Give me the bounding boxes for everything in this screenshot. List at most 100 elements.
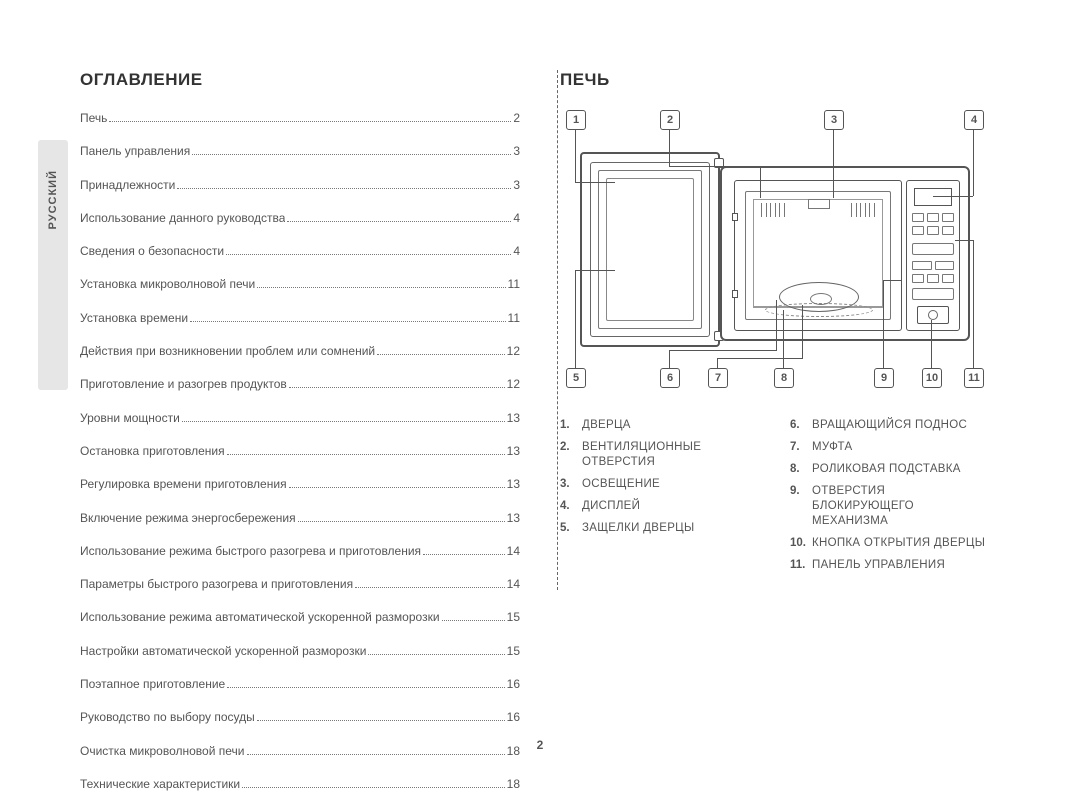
callout-10: 10 (922, 368, 942, 388)
legend-item-text: ВЕНТИЛЯЦИОННЫЕ ОТВЕРСТИЯ (582, 440, 760, 470)
toc-item: Регулировка времени приготовления13 (80, 476, 520, 493)
legend-item-text: ЗАЩЕЛКИ ДВЕРЦЫ (582, 521, 694, 536)
legend-col-right: 6.ВРАЩАЮЩИЙСЯ ПОДНОС 7.МУФТА 8.РОЛИКОВАЯ П… (790, 418, 990, 580)
legend-item-number: 8. (790, 462, 812, 477)
legend-item-number: 4. (560, 499, 582, 514)
toc-item-title: Руководство по выбору посуды (80, 709, 255, 726)
toc-leader-dots (192, 154, 511, 155)
legend-item-number: 10. (790, 536, 812, 551)
legend-item-number: 3. (560, 477, 582, 492)
toc-item-page: 2 (513, 110, 520, 127)
toc-item-page: 13 (507, 476, 520, 493)
legend-item: 6.ВРАЩАЮЩИЙСЯ ПОДНОС (790, 418, 990, 433)
legend-item-text: ДВЕРЦА (582, 418, 631, 433)
legend-item: 8.РОЛИКОВАЯ ПОДСТАВКА (790, 462, 990, 477)
toc-item: Остановка приготовления13 (80, 443, 520, 460)
toc-item-page: 14 (507, 543, 520, 560)
toc-leader-dots (289, 487, 505, 488)
toc-item-title: Использование режима быстрого разогрева … (80, 543, 421, 560)
callout-3: 3 (824, 110, 844, 130)
toc-item-title: Уровни мощности (80, 410, 180, 427)
toc-item: Печь 2 (80, 110, 520, 127)
toc-leader-dots (257, 720, 505, 721)
toc-item-title: Использование данного руководства (80, 210, 285, 227)
toc-leader-dots (227, 687, 504, 688)
legend-item-number: 6. (790, 418, 812, 433)
toc-leader-dots (182, 421, 505, 422)
column-divider (557, 70, 558, 590)
callout-5: 5 (566, 368, 586, 388)
legend-col-left: 1.ДВЕРЦА2.ВЕНТИЛЯЦИОННЫЕ ОТВЕРСТИЯ3.ОСВЕ… (560, 418, 760, 580)
toc-item-page: 12 (507, 343, 520, 360)
callout-7: 7 (708, 368, 728, 388)
legend-item-number: 1. (560, 418, 582, 433)
legend-item: 3.ОСВЕЩЕНИЕ (560, 477, 760, 492)
toc-item-title: Приготовление и разогрев продуктов (80, 376, 287, 393)
toc-item-title: Настройки автоматической ускоренной разм… (80, 643, 366, 660)
toc-item: Поэтапное приготовление 16 (80, 676, 520, 693)
toc-item: Уровни мощности13 (80, 410, 520, 427)
toc-item-title: Технические характеристики (80, 776, 240, 793)
toc-item-title: Установка микроволновой печи (80, 276, 255, 293)
toc-leader-dots (298, 521, 505, 522)
legend-item-text: ПАНЕЛЬ УПРАВЛЕНИЯ (812, 558, 945, 573)
toc-leader-dots (242, 787, 505, 788)
toc-item-page: 3 (513, 143, 520, 160)
toc-item-page: 18 (507, 776, 520, 793)
toc-item-page: 13 (507, 443, 520, 460)
toc-item: Использование режима быстрого разогрева … (80, 543, 520, 560)
legend-item: 2.ВЕНТИЛЯЦИОННЫЕ ОТВЕРСТИЯ (560, 440, 760, 470)
toc-leader-dots (177, 188, 511, 189)
toc-item: Панель управления3 (80, 143, 520, 160)
callout-1: 1 (566, 110, 586, 130)
toc-item-page: 11 (508, 276, 520, 293)
toc-item: Действия при возникновении проблем или с… (80, 343, 520, 360)
toc-item-title: Печь (80, 110, 107, 127)
column-right: ПЕЧЬ 1 2 3 4 (540, 70, 1000, 782)
toc-item: Принадлежности3 (80, 177, 520, 194)
callout-4: 4 (964, 110, 984, 130)
toc-item: Технические характеристики 18 (80, 776, 520, 793)
toc-item-page: 4 (513, 210, 520, 227)
toc-item-title: Поэтапное приготовление (80, 676, 225, 693)
toc-item-page: 15 (507, 643, 520, 660)
column-left: ОГЛАВЛЕНИЕ Печь2Панель управления3Принад… (80, 70, 540, 782)
toc-leader-dots (368, 654, 504, 655)
legend-item-text: ВРАЩАЮЩИЙСЯ ПОДНОС (812, 418, 967, 433)
legend-item: 7.МУФТА (790, 440, 990, 455)
legend-item-text: КНОПКА ОТКРЫТИЯ ДВЕРЦЫ (812, 536, 985, 551)
toc-item-page: 13 (507, 510, 520, 527)
toc-item: Использование данного руководства 4 (80, 210, 520, 227)
toc-item: Использование режима автоматической уско… (80, 609, 520, 626)
legend-item: 4.ДИСПЛЕЙ (560, 499, 760, 514)
toc-leader-dots (289, 387, 505, 388)
legend-item-number: 11. (790, 558, 812, 573)
toc-item: Включение режима энергосбережения 13 (80, 510, 520, 527)
legend-item-text: МУФТА (812, 440, 852, 455)
legend-item-number: 2. (560, 440, 582, 470)
toc-item-page: 16 (507, 676, 520, 693)
toc-item: Установка времени11 (80, 310, 520, 327)
legend-item-text: ДИСПЛЕЙ (582, 499, 640, 514)
page: ОГЛАВЛЕНИЕ Печь2Панель управления3Принад… (0, 0, 1080, 782)
callout-9: 9 (874, 368, 894, 388)
toc-leader-dots (226, 254, 511, 255)
toc-leader-dots (227, 454, 505, 455)
toc-item-page: 16 (507, 709, 520, 726)
toc-leader-dots (257, 287, 505, 288)
toc-item-page: 4 (513, 243, 520, 260)
page-number: 2 (0, 738, 1080, 752)
toc-item-page: 12 (507, 376, 520, 393)
toc-leader-dots (355, 587, 505, 588)
toc-leader-dots (109, 121, 511, 122)
oven-body-illustration (720, 166, 970, 341)
legend-item: 11.ПАНЕЛЬ УПРАВЛЕНИЯ (790, 558, 990, 573)
toc-leader-dots (423, 554, 505, 555)
oven-control-panel-illustration (906, 180, 960, 331)
oven-diagram: 1 2 3 4 (560, 110, 990, 390)
legend-item: 5.ЗАЩЕЛКИ ДВЕРЦЫ (560, 521, 760, 536)
callout-11: 11 (964, 368, 984, 388)
toc-list: Печь 2 Панель управления3 Принадлежности3 Ис… (80, 110, 520, 793)
callout-6: 6 (660, 368, 680, 388)
toc-item-title: Включение режима энергосбережения (80, 510, 296, 527)
